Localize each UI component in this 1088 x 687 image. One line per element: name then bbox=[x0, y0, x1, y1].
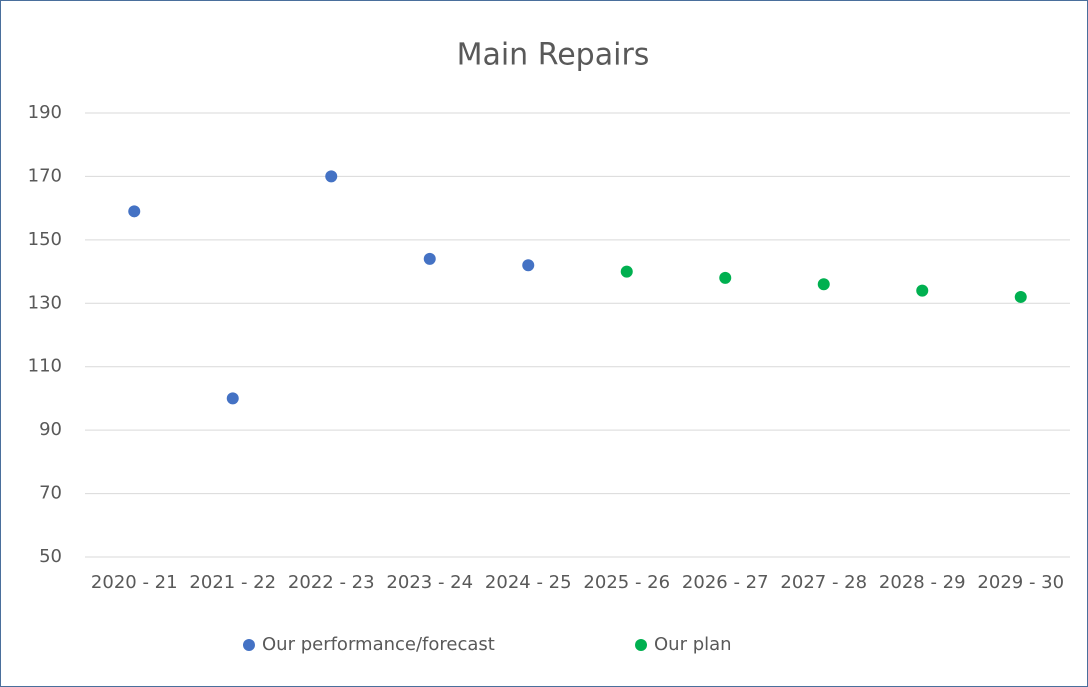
y-tick-label: 110 bbox=[28, 356, 62, 377]
legend-marker bbox=[635, 639, 647, 651]
point bbox=[1014, 290, 1027, 303]
point bbox=[522, 259, 535, 272]
point bbox=[719, 271, 732, 284]
x-tick-label: 2027 - 28 bbox=[780, 572, 867, 593]
x-tick-label: 2026 - 27 bbox=[682, 572, 769, 593]
x-tick-label: 2028 - 29 bbox=[879, 572, 966, 593]
point bbox=[916, 284, 929, 297]
x-tick-label: 2020 - 21 bbox=[91, 572, 178, 593]
y-tick-label: 130 bbox=[28, 292, 62, 313]
y-tick-label: 90 bbox=[39, 419, 62, 440]
x-tick-label: 2025 - 26 bbox=[583, 572, 670, 593]
point bbox=[226, 392, 239, 405]
point bbox=[423, 252, 436, 265]
x-tick-label: 2021 - 22 bbox=[189, 572, 276, 593]
x-tick-label: 2029 - 30 bbox=[977, 572, 1064, 593]
point bbox=[817, 278, 830, 291]
y-tick-label: 170 bbox=[28, 165, 62, 186]
point bbox=[128, 205, 141, 218]
legend-marker bbox=[243, 639, 255, 651]
point bbox=[325, 170, 338, 183]
x-tick-label: 2024 - 25 bbox=[485, 572, 572, 593]
y-tick-label: 70 bbox=[39, 483, 62, 504]
legend-label: Our performance/forecast bbox=[262, 634, 495, 655]
y-tick-label: 150 bbox=[28, 229, 62, 250]
x-tick-label: 2022 - 23 bbox=[288, 572, 375, 593]
chart-title: Main Repairs bbox=[457, 38, 650, 73]
x-tick-label: 2023 - 24 bbox=[386, 572, 473, 593]
y-tick-label: 190 bbox=[28, 102, 62, 123]
y-tick-label: 50 bbox=[39, 546, 62, 567]
legend-label: Our plan bbox=[654, 634, 732, 655]
point bbox=[620, 265, 633, 278]
